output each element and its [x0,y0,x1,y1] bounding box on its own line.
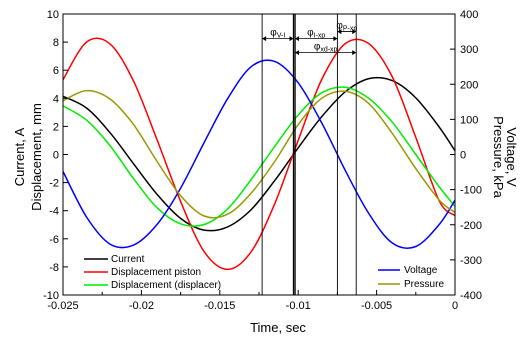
phase-annotation-i-xp: φI-xp [295,28,338,42]
x-tick-label: -0.005 [361,300,392,312]
y-left-tick-label: 0 [53,150,59,162]
phase-label-i-xp: φI-xp [307,28,325,40]
y-left-tick-label: -4 [49,206,59,218]
y-left-tick-label: 2 [53,121,59,133]
phase-label-p-xp: φP-xp [336,21,357,33]
series-current [62,76,456,232]
phase-label-v-i: φV-I [270,28,285,40]
y-left-tick-label: -2 [49,178,59,190]
y-right-tick-label: -100 [460,185,482,197]
y-left-tick-label: -8 [49,262,59,274]
y-left-tick-label: 10 [47,9,59,21]
phase-annotation-xd-xp: φxd-xp [295,42,357,56]
y-right-tick-label: 100 [460,114,478,126]
phase-annotation-v-i: φV-I [262,28,294,42]
y-right-tick-label: -200 [460,220,482,232]
legend-label-current: Current [111,254,145,265]
y-right-tick-label: -400 [460,290,482,302]
legend-label-pressure: Pressure [404,279,444,290]
x-tick-label: -0.02 [129,300,154,312]
phase-annotation-p-xp: φP-xp [336,21,357,35]
x-tick-label: -0.01 [286,300,311,312]
legend-label-voltage: Voltage [404,265,438,276]
y-left-title-line-1: Current, A [12,127,27,186]
legend-label-displacement-displacer: Displacement (displacer) [111,280,221,291]
y-axis-left: -10 -8 -6 -4 -2 0 2 4 6 8 10 [43,9,68,302]
x-tick-label: -0.025 [47,300,78,312]
series-pressure [62,89,456,219]
series-layer [62,37,456,271]
series-voltage [62,59,456,249]
y-left-tick-label: -10 [43,290,59,302]
y-left-title-line-2: Displacement, mm [29,103,44,211]
y-left-tick-label: -6 [49,234,59,246]
series-displacement-piston [62,37,456,271]
x-axis-title: Time, sec [250,320,306,335]
y-right-tick-label: 400 [460,9,478,21]
y-right-title-line-1: Voltage, V [504,127,519,187]
y-left-tick-label: 6 [53,65,59,77]
phase-label-xd-xp: φxd-xp [314,42,338,54]
vertical-markers [261,14,357,295]
x-tick-label: 0 [452,300,458,312]
y-right-tick-label: 0 [460,150,466,162]
legend-right: Voltage Pressure [378,265,444,290]
y-right-tick-label: 200 [460,79,478,91]
x-axis: -0.025 -0.02 -0.015 -0.01 -0.005 0 [47,290,458,312]
series-displacement-displacer [62,86,456,227]
y-right-tick-label: -300 [460,255,482,267]
legend-label-displacement-piston: Displacement piston [111,267,201,278]
y-left-tick-label: 4 [53,93,59,105]
legend-left: Current Displacement piston Displacement… [84,254,221,291]
plot-frame [62,13,456,296]
phase-annotations: φV-I φI-xp φP-xp φxd-xp [262,21,357,56]
y-right-title-line-2: Pressure, kPa [491,116,506,198]
y-right-tick-label: 300 [460,44,478,56]
x-tick-label: -0.015 [204,300,235,312]
y-left-tick-label: 8 [53,37,59,49]
y-axis-right: -400 -300 -200 -100 0 100 200 300 400 [450,9,482,302]
